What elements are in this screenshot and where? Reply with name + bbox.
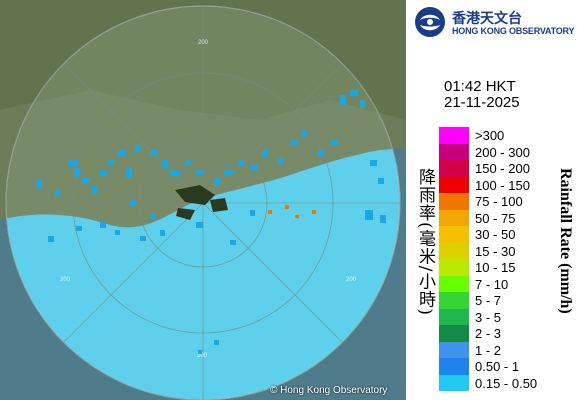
legend-swatch (439, 292, 469, 309)
logo-chinese-text: 香港天文台 (452, 11, 522, 27)
legend-title-english: Rainfall Rate (mm/h) (557, 168, 574, 314)
ring-label-north: 200 (198, 40, 209, 46)
timestamp-time: 01:42 HKT (444, 78, 516, 95)
legend-swatch (439, 209, 469, 226)
legend-swatch (439, 176, 469, 193)
legend-row: 2 - 3 (439, 325, 577, 342)
legend-swatch (439, 160, 469, 177)
copyright-text: © Hong Kong Observatory (270, 385, 388, 396)
legend-row: 0.50 - 1 (439, 358, 577, 375)
legend-row: 15 - 30 (439, 242, 577, 259)
legend-label: 2 - 3 (475, 326, 502, 341)
legend-row: >300 (439, 127, 577, 144)
legend-label: 3 - 5 (475, 309, 502, 325)
rain-echoes (36, 90, 386, 354)
legend-row: 7 - 10 (439, 275, 577, 292)
legend-row: 150 - 200 (439, 160, 577, 177)
radar-map-svg: 200 200 200 200 (0, 0, 406, 400)
legend-swatch (439, 226, 469, 243)
legend-row: 3 - 5 (439, 308, 577, 325)
rain-echoes-moderate (268, 205, 316, 218)
legend-swatch (439, 358, 469, 375)
ring-label-east: 200 (346, 277, 357, 283)
legend-swatch (439, 374, 469, 391)
legend-swatch (439, 193, 469, 210)
legend-label: 150 - 200 (475, 161, 530, 176)
radial-lines (6, 6, 400, 400)
legend-row: 75 - 100 (439, 193, 577, 210)
legend-row: 0.15 - 0.50 (439, 374, 577, 391)
radar-map: 200 200 200 200 (0, 0, 406, 400)
legend-label: 0.15 - 0.50 (475, 375, 538, 391)
legend-label: 200 - 300 (475, 144, 530, 160)
legend-swatch (439, 341, 469, 358)
legend-label: 30 - 50 (475, 227, 516, 242)
legend-swatch (439, 143, 469, 160)
legend-label: 75 - 100 (475, 194, 523, 209)
legend-swatch (439, 308, 469, 325)
legend-swatch (439, 325, 469, 342)
ring-label-south: 200 (197, 353, 208, 359)
legend-swatch (439, 242, 469, 259)
legend-label: 15 - 30 (475, 243, 516, 259)
islands (175, 185, 228, 220)
hko-logo: 香港天文台 HONG KONG OBSERVATORY (414, 6, 577, 38)
legend-row: 10 - 15 (439, 259, 577, 276)
timestamp-date: 21-11-2025 (444, 94, 520, 111)
legend-row: 200 - 300 (439, 143, 577, 160)
legend-row: 100 - 150 (439, 176, 577, 193)
range-ring-labels: 200 200 200 200 (60, 40, 357, 359)
legend-label: 7 - 10 (475, 276, 509, 292)
legend-title-chinese: 降雨率(毫米/小時) (415, 168, 435, 316)
legend-label: >300 (475, 128, 505, 143)
legend-row: 30 - 50 (439, 226, 577, 243)
legend-label: 10 - 15 (475, 260, 516, 275)
legend-row: 5 - 7 (439, 292, 577, 309)
legend-row: 1 - 2 (439, 341, 577, 358)
legend-label: 100 - 150 (475, 177, 530, 193)
legend-swatch (439, 259, 469, 276)
legend-swatch (439, 275, 469, 292)
legend-swatch (439, 127, 469, 144)
legend-label: 5 - 7 (475, 293, 502, 308)
legend-label: 1 - 2 (475, 342, 502, 358)
rainfall-legend: >300 200 - 300 150 - 200 100 - 150 75 - 100 5… (439, 127, 577, 391)
legend-label: 0.50 - 1 (475, 359, 520, 374)
ring-label-west: 200 (60, 277, 71, 283)
info-panel: 香港天文台 HONG KONG OBSERVATORY 01:42 HKT 21… (406, 0, 577, 400)
hko-logo-icon (415, 7, 445, 37)
legend-label: 50 - 75 (475, 210, 516, 226)
logo-english-text: HONG KONG OBSERVATORY (452, 26, 575, 36)
legend-row: 50 - 75 (439, 209, 577, 226)
